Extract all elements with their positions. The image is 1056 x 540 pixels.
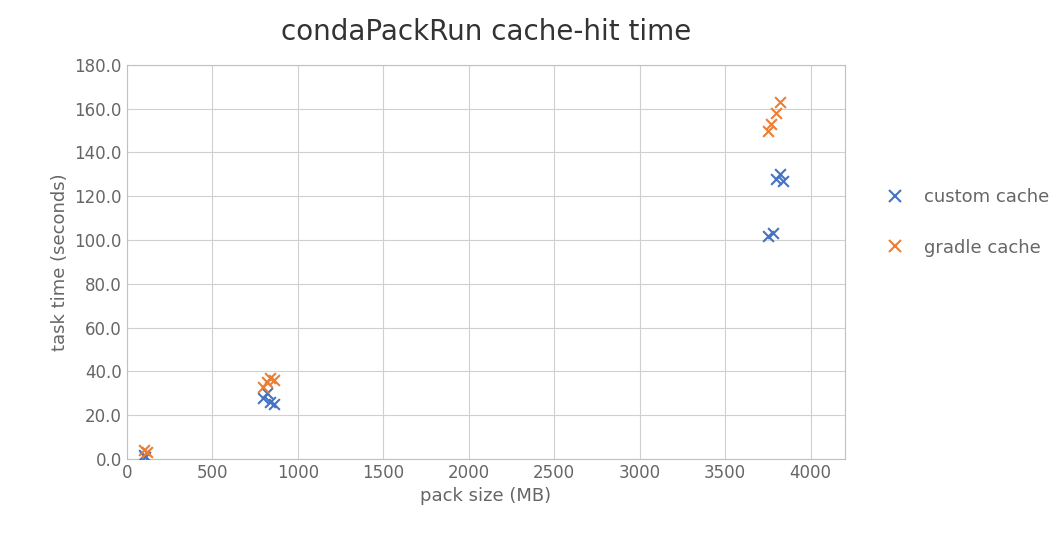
gradle cache	[135, 446, 152, 455]
Title: condaPackRun cache-hit time: condaPackRun cache-hit time	[281, 18, 691, 46]
Y-axis label: task time (seconds): task time (seconds)	[51, 173, 69, 350]
gradle cache	[759, 126, 776, 135]
custom cache	[265, 400, 282, 409]
gradle cache	[265, 376, 282, 384]
X-axis label: pack size (MB): pack size (MB)	[420, 488, 551, 505]
custom cache	[768, 174, 785, 183]
custom cache	[135, 450, 152, 459]
gradle cache	[259, 378, 276, 387]
custom cache	[771, 170, 788, 179]
gradle cache	[262, 374, 279, 382]
custom cache	[765, 229, 781, 238]
custom cache	[136, 453, 153, 461]
custom cache	[256, 393, 272, 402]
gradle cache	[138, 448, 155, 457]
gradle cache	[256, 382, 272, 391]
custom cache	[259, 389, 276, 397]
custom cache	[775, 177, 792, 185]
custom cache	[759, 231, 776, 240]
Legend: custom cache, gradle cache: custom cache, gradle cache	[868, 179, 1056, 266]
gradle cache	[762, 120, 779, 129]
gradle cache	[768, 109, 785, 117]
custom cache	[262, 398, 279, 407]
gradle cache	[771, 98, 788, 106]
